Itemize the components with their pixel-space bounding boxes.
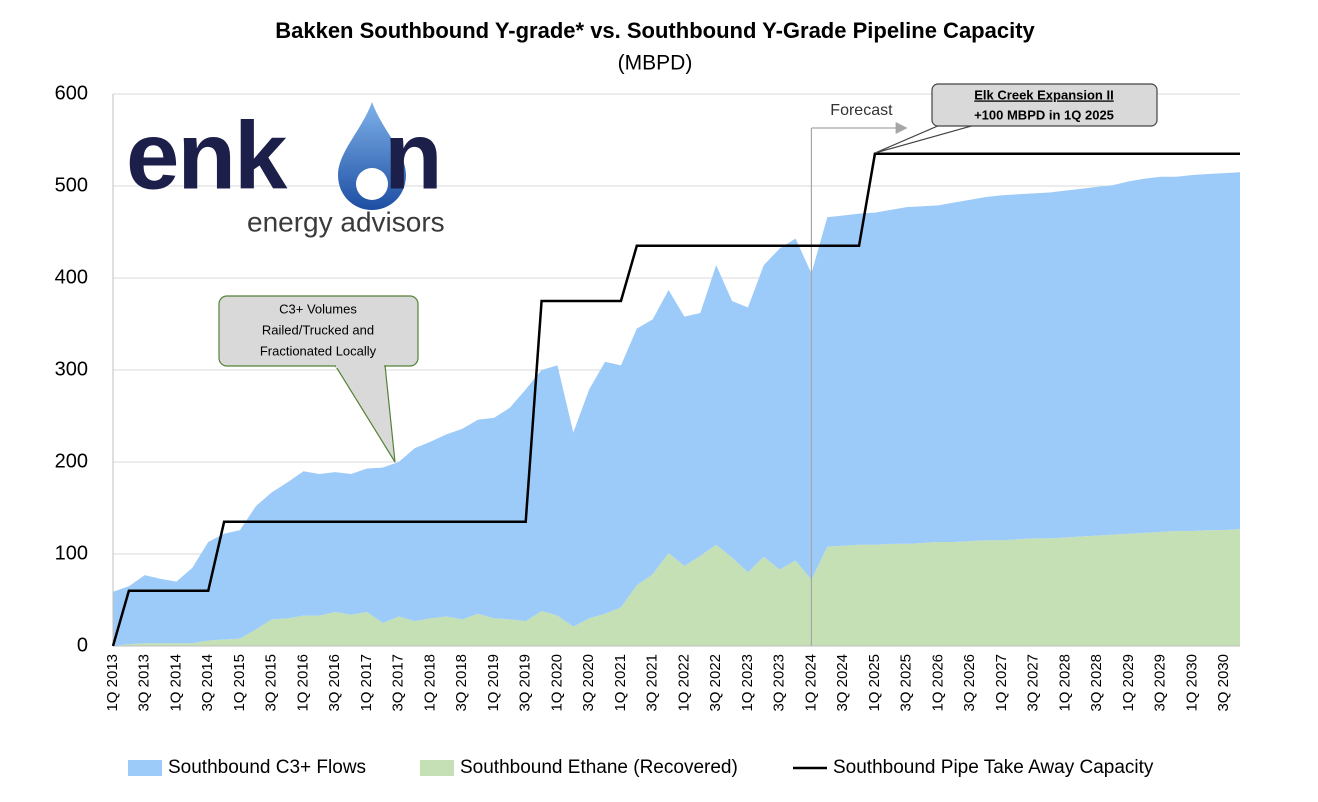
callout-text: Railed/Trucked and: [262, 322, 374, 337]
y-tick-label: 0: [77, 634, 88, 656]
x-tick-label: 1Q 2020: [548, 654, 565, 712]
legend-swatch: [128, 760, 162, 776]
callout-pointer: [874, 124, 976, 154]
chart-title: Bakken Southbound Y-grade* vs. Southboun…: [275, 18, 1035, 43]
x-tick-label: 3Q 2014: [199, 654, 216, 712]
callout-text: +100 MBPD in 1Q 2025: [974, 107, 1114, 122]
y-tick-label: 600: [55, 82, 88, 104]
y-tick-label: 400: [55, 266, 88, 288]
callout-text: C3+ Volumes: [279, 301, 357, 316]
x-tick-label: 1Q 2028: [1056, 654, 1073, 712]
x-tick-label: 3Q 2030: [1215, 654, 1232, 712]
area: [113, 529, 1240, 646]
x-tick-label: 1Q 2017: [358, 654, 375, 712]
x-tick-label: 1Q 2022: [675, 654, 692, 712]
y-tick-label: 300: [55, 358, 88, 380]
x-tick-label: 3Q 2017: [390, 654, 407, 712]
area: [113, 172, 1240, 646]
logo-drop-hole: [356, 168, 388, 200]
x-tick-label: 1Q 2014: [167, 654, 184, 712]
y-tick-label: 100: [55, 542, 88, 564]
x-tick-label: 3Q 2025: [898, 654, 915, 712]
x-tick-label: 3Q 2016: [326, 654, 343, 712]
x-tick-label: 3Q 2018: [453, 654, 470, 712]
callout-box: [218, 295, 419, 367]
legend-swatch: [420, 760, 454, 776]
callout-box: [931, 83, 1158, 127]
x-tick-label: 1Q 2013: [104, 654, 121, 712]
x-tick-label: 3Q 2024: [834, 654, 851, 712]
legend-label: Southbound C3+ Flows: [168, 757, 366, 778]
x-tick-label: 1Q 2015: [231, 654, 248, 712]
x-tick-label: 1Q 2018: [421, 654, 438, 712]
line: [111, 152, 1240, 647]
forecast-label: Forecast: [830, 102, 893, 119]
x-tick-label: 1Q 2016: [294, 654, 311, 712]
legend-label: Southbound Ethane (Recovered): [460, 757, 738, 778]
x-tick-label: 1Q 2027: [993, 654, 1010, 712]
chart-subtitle: (MBPD): [618, 52, 693, 75]
annotations: Elk Creek Expansion II +100 MBPD in 1Q 2…: [218, 83, 1158, 463]
logo-text: n: [384, 102, 443, 209]
logo-tagline: energy advisors: [247, 206, 445, 237]
logo: enk n energy advisors: [126, 102, 445, 237]
x-tick-label: 3Q 2028: [1088, 654, 1105, 712]
x-tick-label: 1Q 2029: [1120, 654, 1137, 712]
callout-text: Fractionated Locally: [260, 343, 377, 358]
x-tick-label: 3Q 2021: [644, 654, 661, 712]
x-tick-label: 1Q 2026: [929, 654, 946, 712]
x-tick-label: 3Q 2020: [580, 654, 597, 712]
x-tick-label: 1Q 2019: [485, 654, 502, 712]
x-tick-label: 3Q 2022: [707, 654, 724, 712]
x-tick-label: 3Q 2027: [1025, 654, 1042, 712]
x-tick-label: 3Q 2023: [771, 654, 788, 712]
x-tick-label: 1Q 2024: [802, 654, 819, 712]
logo-text: enk: [126, 102, 288, 209]
logo-drop: [338, 102, 406, 210]
x-tick-label: 1Q 2023: [739, 654, 756, 712]
x-tick-label: 1Q 2025: [866, 654, 883, 712]
legend: Southbound C3+ Flows Southbound Ethane (R…: [128, 757, 1154, 778]
callout-pointer: [333, 364, 396, 463]
grid: 0 100 200 300 400 500 600 1Q 2013 3Q 2013 1Q 2014…: [55, 82, 1240, 712]
x-tick-label: 3Q 2015: [263, 654, 280, 712]
x-tick-label: 3Q 2013: [136, 654, 153, 712]
plot-area: Forecast: [111, 94, 1240, 647]
x-tick-label: 3Q 2026: [961, 654, 978, 712]
y-tick-label: 500: [55, 174, 88, 196]
x-tick-label: 3Q 2029: [1152, 654, 1169, 712]
callout-text: Elk Creek Expansion II: [974, 87, 1113, 102]
x-tick-label: 3Q 2019: [517, 654, 534, 712]
x-tick-label: 1Q 2021: [612, 654, 629, 712]
legend-label: Southbound Pipe Take Away Capacity: [833, 757, 1154, 778]
y-tick-label: 200: [55, 450, 88, 472]
callout-joint: [336, 360, 384, 368]
x-tick-label: 1Q 2030: [1183, 654, 1200, 712]
